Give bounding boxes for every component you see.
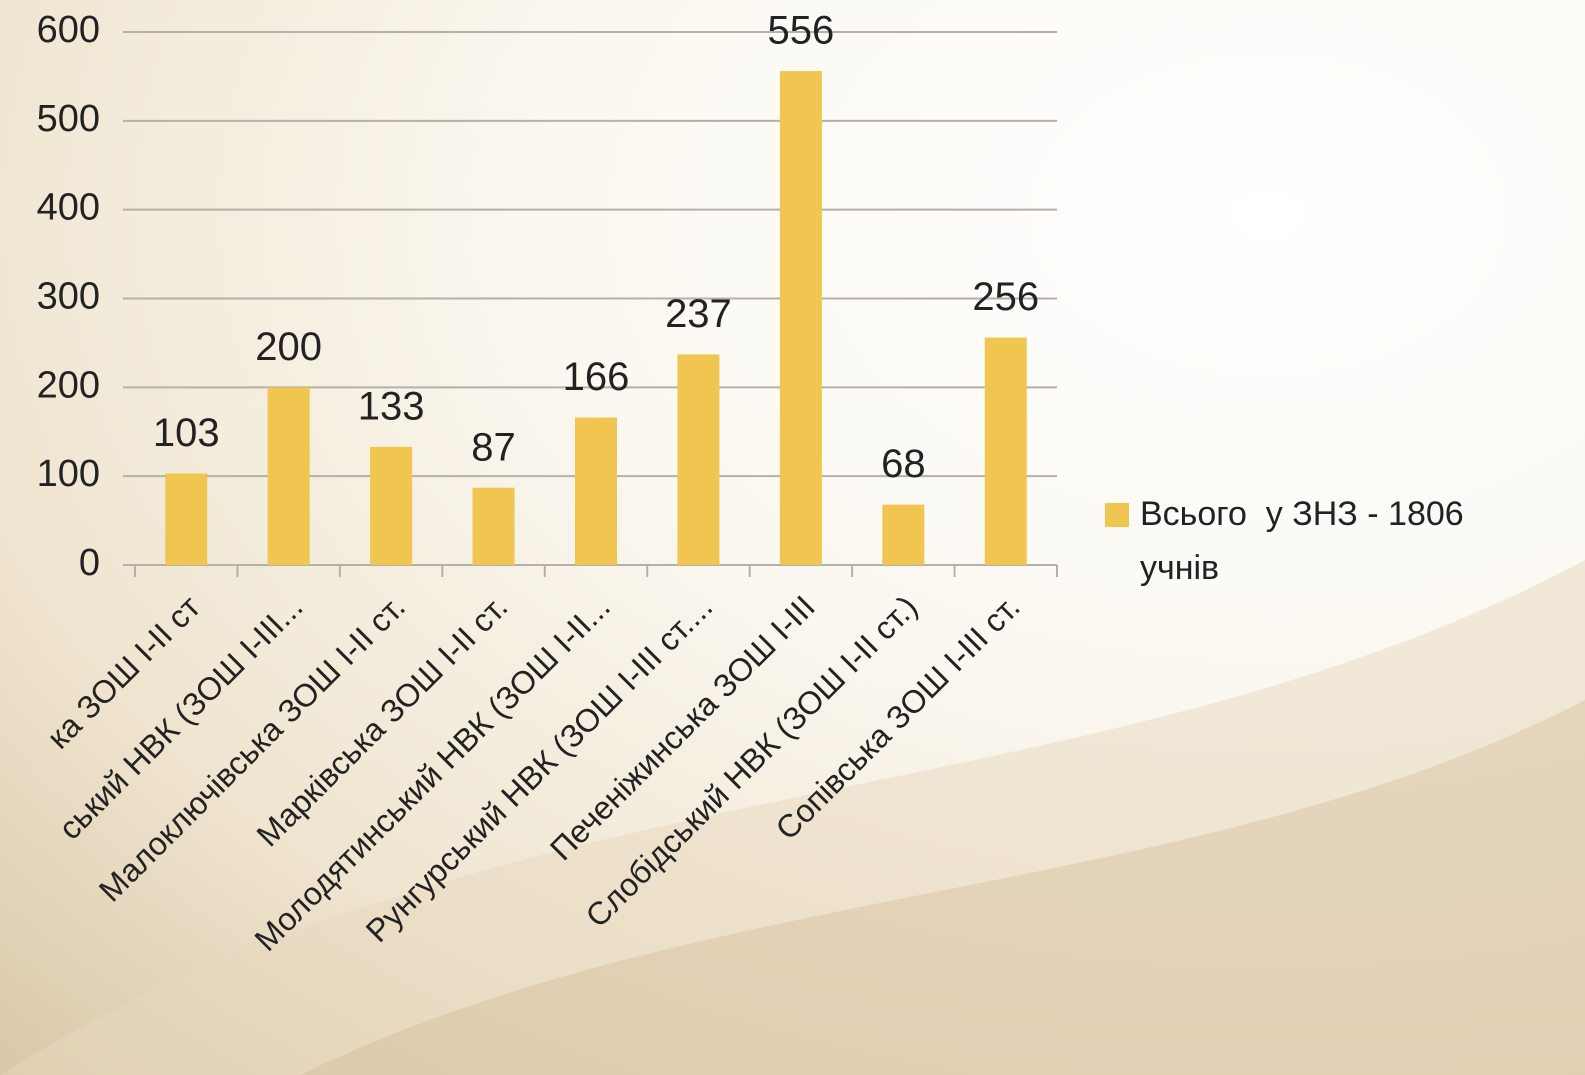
bar bbox=[677, 354, 720, 565]
data-label: 68 bbox=[881, 442, 926, 486]
bar bbox=[370, 446, 413, 565]
data-label: 556 bbox=[768, 9, 835, 53]
data-label: 87 bbox=[471, 425, 516, 469]
bar bbox=[882, 504, 925, 565]
decoration bbox=[0, 560, 1585, 1075]
y-tick-label: 200 bbox=[37, 364, 100, 406]
y-tick-label: 600 bbox=[37, 9, 100, 51]
y-tick-label: 500 bbox=[37, 98, 100, 140]
legend-swatch bbox=[1105, 503, 1129, 527]
data-label: 237 bbox=[665, 292, 732, 336]
y-tick-label: 100 bbox=[37, 453, 100, 495]
data-label: 103 bbox=[153, 411, 220, 455]
legend-label: Всього у ЗНЗ - 1806 учнів bbox=[1140, 495, 1464, 587]
bar bbox=[984, 337, 1027, 565]
data-label: 256 bbox=[972, 275, 1039, 319]
bar bbox=[575, 417, 617, 565]
decoration bbox=[300, 700, 1585, 1075]
bar bbox=[779, 71, 822, 565]
bar bbox=[267, 387, 310, 565]
data-label: 166 bbox=[563, 355, 630, 399]
bar bbox=[165, 473, 208, 565]
bar bbox=[472, 487, 515, 565]
data-label: 133 bbox=[358, 384, 425, 428]
y-tick-label: 300 bbox=[37, 276, 100, 318]
data-label: 200 bbox=[255, 325, 322, 369]
y-tick-label: 400 bbox=[37, 187, 100, 229]
y-tick-label: 0 bbox=[79, 542, 100, 584]
